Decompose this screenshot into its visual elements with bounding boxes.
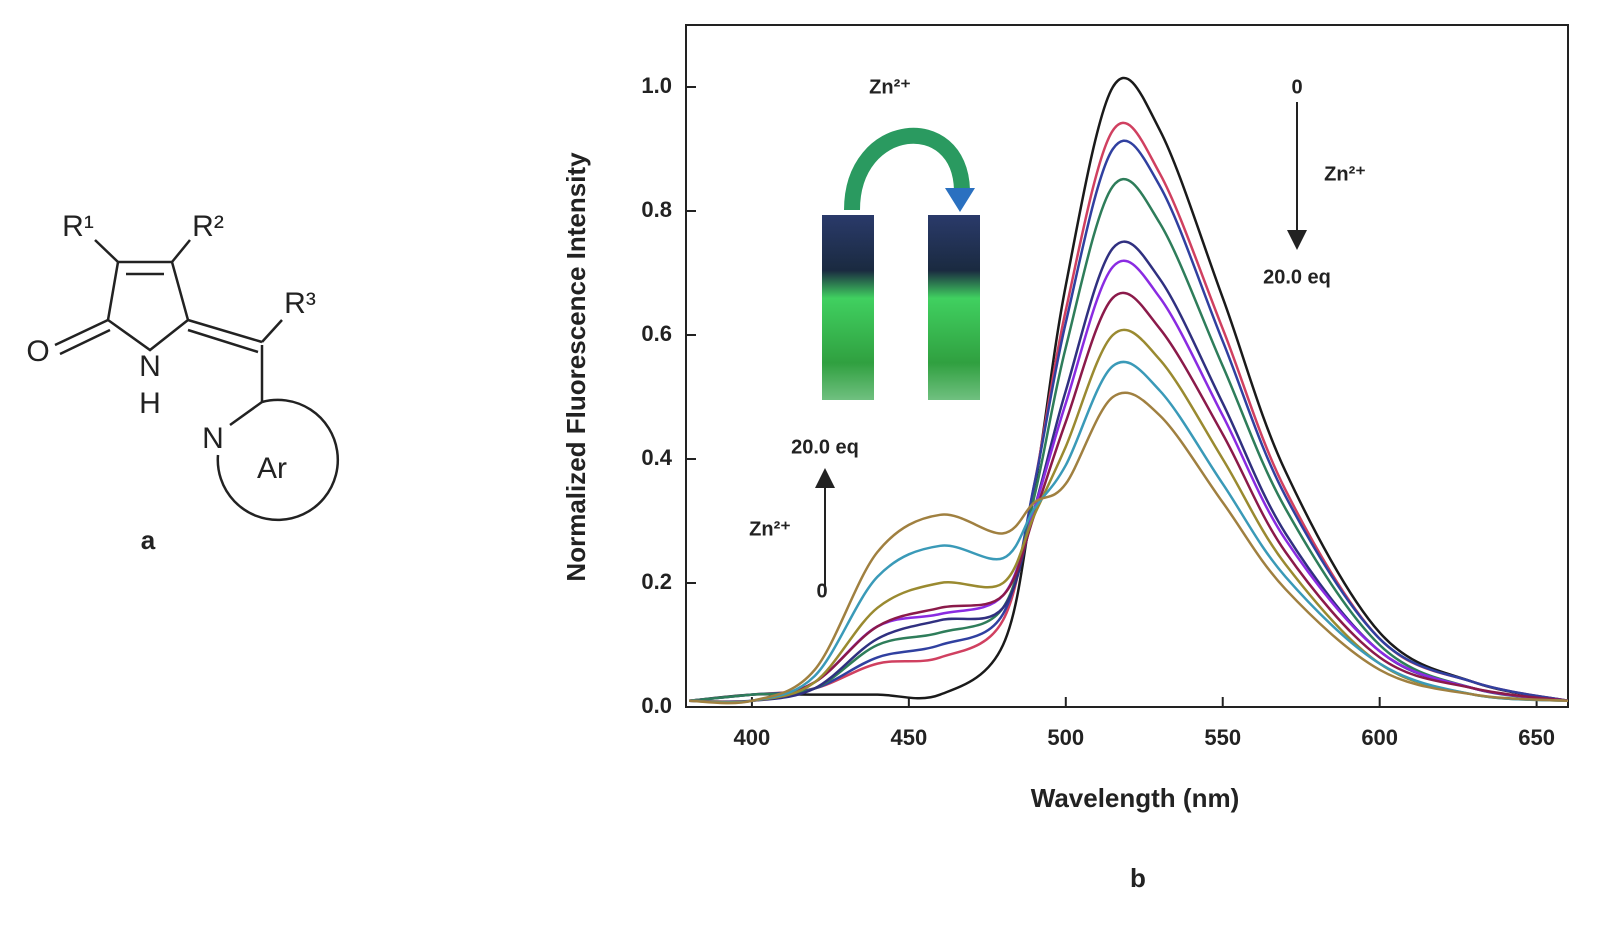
x-tick-label: 500 (1047, 725, 1084, 750)
x-tick-label: 600 (1361, 725, 1398, 750)
spectrum-line (689, 76, 1568, 703)
atom-label: H (139, 387, 161, 420)
annotation: 0 (816, 580, 827, 602)
y-tick-label: 0.6 (641, 321, 672, 346)
annotation: Zn²⁺ (869, 76, 911, 98)
x-tick-label: 650 (1518, 725, 1555, 750)
x-tick-label: 400 (734, 725, 771, 750)
atom-label: R¹ (62, 210, 94, 243)
x-tick-label: 450 (890, 725, 927, 750)
atom-label: N (202, 422, 224, 455)
annotation: Zn²⁺ (1324, 163, 1366, 185)
plot: 400 450 500 550 600 650 0.0 0.2 0.4 0.6 0.8 1.0 Zn²⁺… (641, 73, 1568, 750)
atom-label: O (26, 335, 49, 368)
y-tick-label: 0.8 (641, 197, 672, 222)
annotation: Zn²⁺ (749, 518, 791, 540)
atom-label: Ar (257, 452, 287, 485)
spectrum-line (689, 139, 1568, 703)
annotation: 0 (1291, 76, 1302, 98)
spectrum-line (689, 291, 1568, 704)
spectrum-line (689, 259, 1568, 704)
spectrum-line (689, 328, 1568, 704)
y-axis-label: Normalized Fluorescence Intensity (561, 152, 591, 582)
y-tick-label: 0.4 (641, 445, 672, 470)
x-axis-label: Wavelength (nm) (1031, 783, 1239, 813)
x-tick-label: 550 (1204, 725, 1241, 750)
spectrum-line (689, 178, 1568, 703)
panel-caption: b (1130, 863, 1146, 893)
atom-label: R² (192, 210, 224, 243)
annotation: 20.0 eq (791, 436, 859, 458)
atom-label: R³ (284, 287, 316, 320)
y-tick-label: 1.0 (641, 73, 672, 98)
y-tick-label: 0.2 (641, 569, 672, 594)
panel-caption: a (141, 525, 156, 555)
y-tick-label: 0.0 (641, 693, 672, 718)
structure (54, 239, 339, 522)
plot-frame (685, 24, 1569, 708)
spectrum-line (689, 391, 1568, 705)
vial-inset (822, 127, 980, 400)
spectrum-line (689, 240, 1568, 703)
spectrum-line (689, 121, 1568, 703)
annotation: 20.0 eq (1263, 266, 1331, 288)
atom-label: N (139, 350, 161, 383)
spectrum-line (689, 360, 1568, 704)
